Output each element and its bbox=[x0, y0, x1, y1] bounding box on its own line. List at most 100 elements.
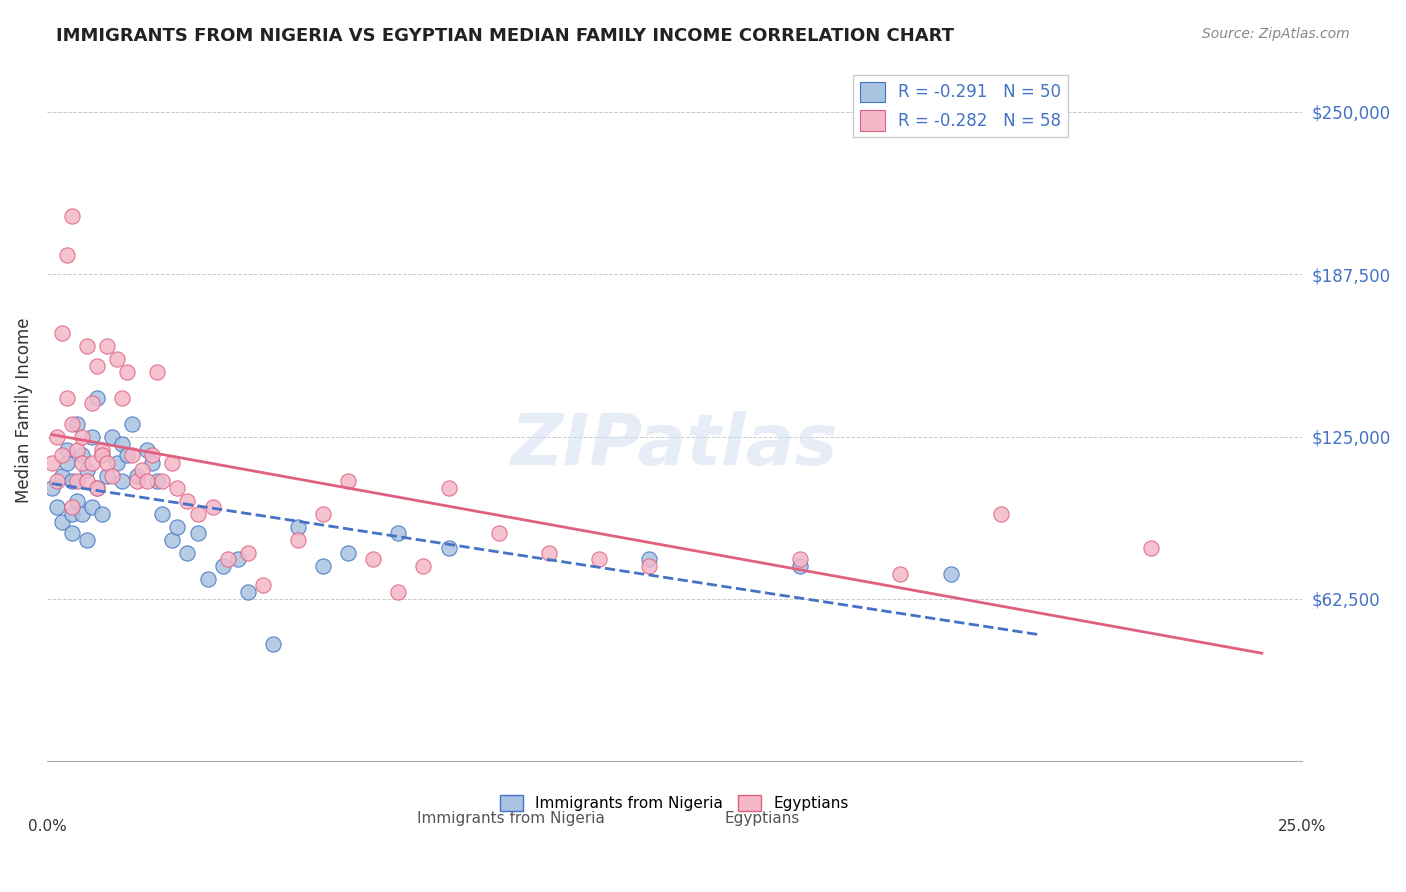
Point bbox=[488, 525, 510, 540]
Point bbox=[337, 546, 360, 560]
Point bbox=[121, 417, 143, 431]
Point bbox=[312, 559, 335, 574]
Point bbox=[56, 456, 79, 470]
Point bbox=[41, 456, 63, 470]
Point bbox=[115, 448, 138, 462]
Point bbox=[51, 326, 73, 340]
Point bbox=[197, 573, 219, 587]
Point bbox=[45, 500, 67, 514]
Point bbox=[45, 429, 67, 443]
Point bbox=[939, 567, 962, 582]
Point bbox=[66, 494, 89, 508]
Point bbox=[127, 474, 149, 488]
Point bbox=[101, 468, 124, 483]
Point bbox=[86, 482, 108, 496]
Text: IMMIGRANTS FROM NIGERIA VS EGYPTIAN MEDIAN FAMILY INCOME CORRELATION CHART: IMMIGRANTS FROM NIGERIA VS EGYPTIAN MEDI… bbox=[56, 27, 955, 45]
Point bbox=[41, 482, 63, 496]
Point bbox=[990, 508, 1012, 522]
Point bbox=[91, 448, 114, 462]
Text: 25.0%: 25.0% bbox=[1278, 819, 1326, 834]
Text: Source: ZipAtlas.com: Source: ZipAtlas.com bbox=[1202, 27, 1350, 41]
Point bbox=[60, 417, 83, 431]
Point bbox=[60, 209, 83, 223]
Point bbox=[60, 474, 83, 488]
Point bbox=[76, 474, 98, 488]
Point bbox=[387, 525, 409, 540]
Point bbox=[127, 468, 149, 483]
Point bbox=[361, 551, 384, 566]
Point bbox=[162, 533, 184, 548]
Point bbox=[186, 525, 208, 540]
Point bbox=[56, 442, 79, 457]
Point bbox=[131, 463, 153, 477]
Point bbox=[60, 525, 83, 540]
Point bbox=[101, 429, 124, 443]
Point bbox=[437, 482, 460, 496]
Point bbox=[437, 541, 460, 556]
Point bbox=[789, 551, 811, 566]
Point bbox=[537, 546, 560, 560]
Point bbox=[146, 474, 169, 488]
Point bbox=[96, 468, 118, 483]
Point bbox=[312, 508, 335, 522]
Point bbox=[889, 567, 911, 582]
Point bbox=[162, 456, 184, 470]
Point bbox=[91, 442, 114, 457]
Point bbox=[56, 391, 79, 405]
Point bbox=[141, 456, 163, 470]
Point bbox=[146, 365, 169, 379]
Point bbox=[51, 468, 73, 483]
Point bbox=[56, 247, 79, 261]
Point bbox=[236, 585, 259, 599]
Point bbox=[80, 456, 103, 470]
Point bbox=[51, 516, 73, 530]
Point bbox=[70, 508, 93, 522]
Point bbox=[91, 448, 114, 462]
Point bbox=[176, 494, 198, 508]
Point bbox=[96, 338, 118, 352]
Point bbox=[45, 474, 67, 488]
Point bbox=[76, 463, 98, 477]
Point bbox=[111, 437, 134, 451]
Point bbox=[136, 442, 159, 457]
Point bbox=[76, 338, 98, 352]
Point bbox=[86, 391, 108, 405]
Text: 0.0%: 0.0% bbox=[28, 819, 66, 834]
Point bbox=[111, 474, 134, 488]
Point bbox=[86, 482, 108, 496]
Point bbox=[387, 585, 409, 599]
Point bbox=[60, 500, 83, 514]
Point bbox=[262, 637, 284, 651]
Point bbox=[1140, 541, 1163, 556]
Point bbox=[176, 546, 198, 560]
Point bbox=[588, 551, 610, 566]
Point bbox=[115, 365, 138, 379]
Point bbox=[70, 456, 93, 470]
Point bbox=[70, 448, 93, 462]
Point bbox=[287, 520, 309, 534]
Point bbox=[121, 448, 143, 462]
Point bbox=[789, 559, 811, 574]
Text: ZIPatlas: ZIPatlas bbox=[510, 411, 838, 480]
Point bbox=[150, 474, 173, 488]
Point bbox=[412, 559, 434, 574]
Point bbox=[211, 559, 233, 574]
Point bbox=[51, 448, 73, 462]
Point bbox=[226, 551, 249, 566]
Point bbox=[70, 429, 93, 443]
Point bbox=[287, 533, 309, 548]
Point bbox=[252, 577, 274, 591]
Point bbox=[150, 508, 173, 522]
Point bbox=[66, 474, 89, 488]
Point bbox=[217, 551, 239, 566]
Point bbox=[96, 456, 118, 470]
Point bbox=[136, 474, 159, 488]
Point bbox=[111, 391, 134, 405]
Point bbox=[86, 359, 108, 374]
Point bbox=[80, 500, 103, 514]
Text: Immigrants from Nigeria: Immigrants from Nigeria bbox=[418, 811, 605, 826]
Point bbox=[60, 508, 83, 522]
Point bbox=[236, 546, 259, 560]
Point bbox=[105, 351, 128, 366]
Point bbox=[201, 500, 224, 514]
